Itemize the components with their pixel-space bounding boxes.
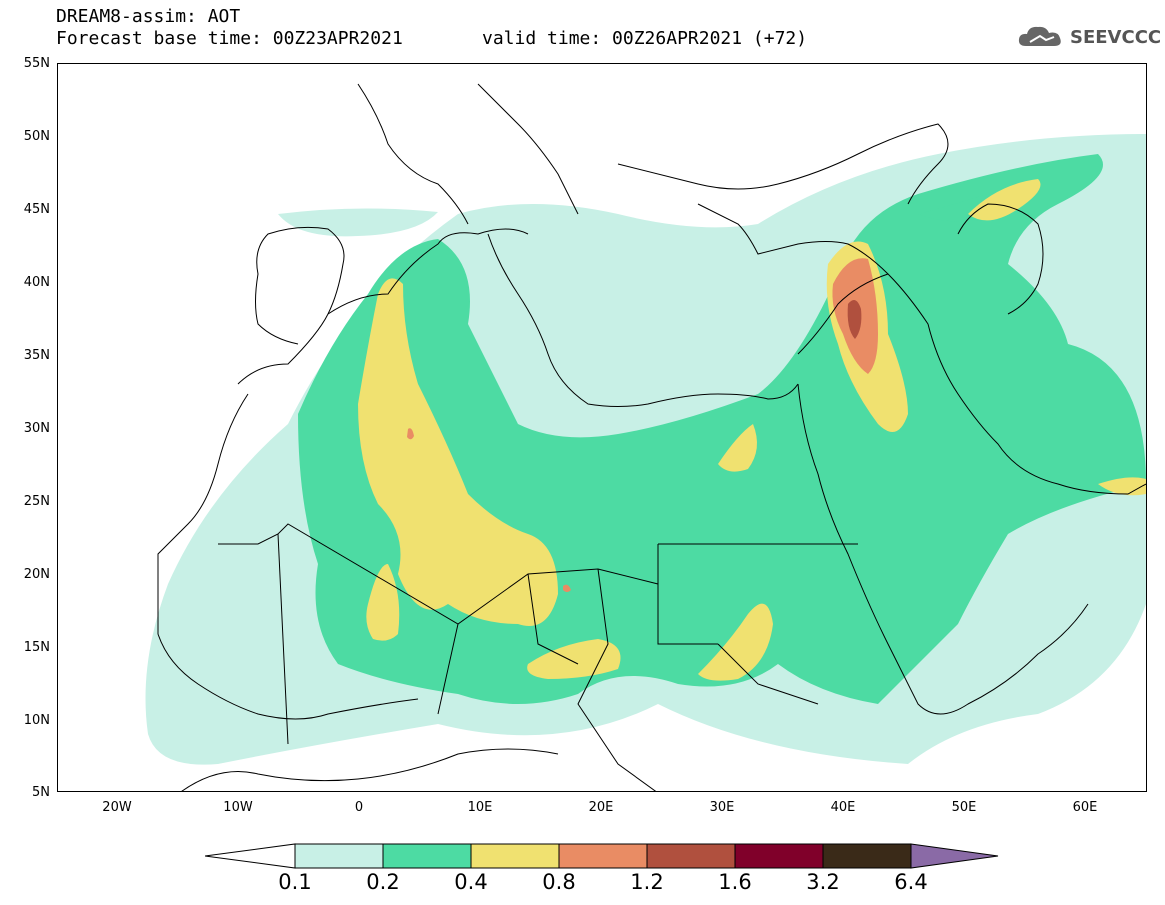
- lat-label-15n: 15N: [23, 640, 50, 655]
- lat-label-35n: 35N: [23, 348, 50, 363]
- colorbar-label-6.4: 6.4: [894, 870, 928, 894]
- logo-text: SEEVCCC: [1070, 26, 1162, 48]
- lon-label-30e: 30E: [709, 800, 735, 815]
- valid-time: valid time: 00Z26APR2021 (+72): [482, 28, 808, 49]
- lat-label-45n: 45N: [23, 202, 50, 217]
- colorbar-label-0.8: 0.8: [542, 870, 576, 894]
- colorbar-label-3.2: 3.2: [806, 870, 840, 894]
- aot-map: [57, 63, 1147, 792]
- aot-brown-field: [847, 300, 862, 339]
- colorbar-low-arrow: [205, 843, 296, 869]
- lat-label-25n: 25N: [23, 494, 50, 509]
- lat-label-5n: 5N: [32, 785, 50, 800]
- map-canvas: [145, 83, 1146, 791]
- lon-label-60e: 60E: [1072, 800, 1098, 815]
- coastlines: [157, 83, 1146, 791]
- colorbar-label-1.2: 1.2: [630, 870, 664, 894]
- colorbar-label-0.1: 0.1: [278, 870, 312, 894]
- lon-label-20e: 20E: [588, 800, 614, 815]
- colorbar-swatch-3: [558, 843, 648, 869]
- seevccc-logo: SEEVCCC: [1016, 22, 1161, 52]
- colorbar-swatch-4: [646, 843, 736, 869]
- colorbar-label-1.6: 1.6: [718, 870, 752, 894]
- colorbar-label-0.2: 0.2: [366, 870, 400, 894]
- colorbar-swatch-1: [382, 843, 472, 869]
- product-title: DREAM8-assim: AOT: [56, 6, 241, 27]
- lat-label-20n: 20N: [23, 567, 50, 582]
- colorbar-swatch-5: [734, 843, 824, 869]
- colorbar-swatch-6: [822, 843, 912, 869]
- lon-label-10w: 10W: [223, 800, 253, 815]
- lon-label-10e: 10E: [467, 800, 493, 815]
- colorbar-swatch-2: [470, 843, 560, 869]
- lat-label-50n: 50N: [23, 129, 50, 144]
- colorbar-high-arrow: [910, 843, 999, 869]
- lat-label-55n: 55N: [23, 56, 50, 71]
- cloud-icon: [1018, 26, 1061, 46]
- lon-label-40e: 40E: [830, 800, 856, 815]
- colorbar-swatch-0: [294, 843, 384, 869]
- lat-label-30n: 30N: [23, 421, 50, 436]
- lon-label-20w: 20W: [102, 800, 132, 815]
- lat-label-10n: 10N: [23, 713, 50, 728]
- lat-label-40n: 40N: [23, 275, 50, 290]
- lon-label-50e: 50E: [951, 800, 977, 815]
- forecast-base-time: Forecast base time: 00Z23APR2021: [56, 28, 403, 49]
- colorbar: [205, 843, 999, 869]
- colorbar-label-0.4: 0.4: [454, 870, 488, 894]
- lon-label-0: 0: [354, 800, 364, 815]
